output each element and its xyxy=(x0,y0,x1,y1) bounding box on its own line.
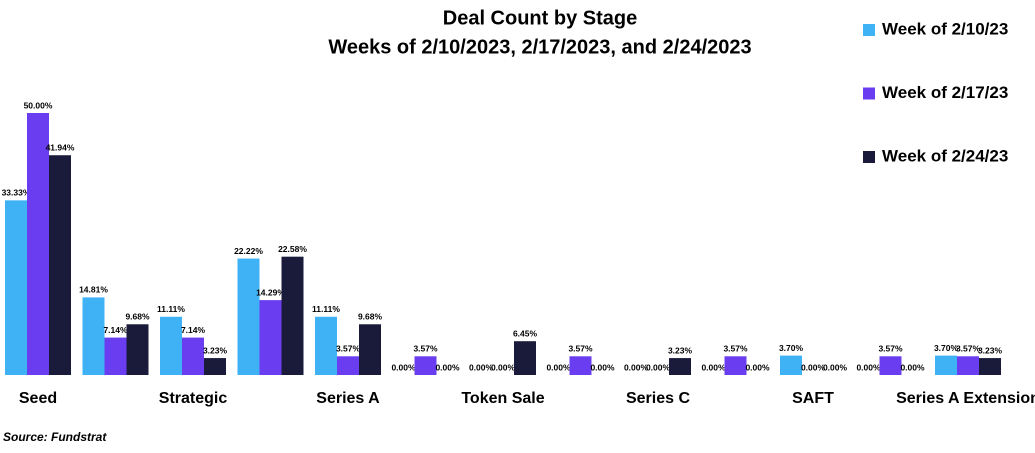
data-label: 0.00% xyxy=(391,362,416,372)
legend-label: Week of 2/10/23 xyxy=(882,19,1008,38)
source-note: Source: Fundstrat xyxy=(3,430,107,444)
data-label: 11.11% xyxy=(157,304,185,314)
bar xyxy=(281,256,304,375)
data-label: 0.00% xyxy=(745,362,770,372)
bar xyxy=(514,341,536,375)
bar xyxy=(49,155,71,375)
data-label: 3.23% xyxy=(203,345,228,355)
data-label: 14.29% xyxy=(256,287,285,297)
bar xyxy=(957,356,979,375)
x-tick-label: SAFT xyxy=(792,390,834,407)
legend-swatch xyxy=(863,24,875,36)
bar xyxy=(126,324,149,375)
data-label: 9.68% xyxy=(125,312,150,322)
bar xyxy=(979,358,1001,375)
bar xyxy=(359,324,381,375)
data-label: 3.70% xyxy=(934,343,959,353)
bar xyxy=(879,356,902,375)
data-label: 22.22% xyxy=(234,246,263,256)
x-tick-label: Series A xyxy=(316,390,380,407)
bar xyxy=(414,356,437,375)
legend-label: Week of 2/17/23 xyxy=(882,83,1008,102)
bar xyxy=(27,113,49,375)
data-label: 6.45% xyxy=(513,328,538,338)
data-label: 0.00% xyxy=(624,362,649,372)
data-label: 0.00% xyxy=(900,362,925,372)
bar xyxy=(935,355,957,375)
data-label: 22.58% xyxy=(278,244,307,254)
bar xyxy=(569,356,592,375)
data-label: 0.00% xyxy=(646,362,671,372)
data-label: 3.23% xyxy=(668,345,693,355)
x-tick-label: Strategic xyxy=(159,390,228,407)
x-tick-label: Token Sale xyxy=(461,390,544,407)
legend-swatch xyxy=(863,87,875,100)
data-label: 50.00% xyxy=(24,100,53,110)
data-label: 3.70% xyxy=(779,343,804,353)
data-label: 3.23% xyxy=(978,345,1003,355)
data-label: 0.00% xyxy=(469,362,494,372)
data-label: 0.00% xyxy=(801,362,826,372)
bar xyxy=(237,258,260,375)
data-label: 0.00% xyxy=(491,362,516,372)
data-label: 0.00% xyxy=(823,362,848,372)
x-tick-label: Series A Extension xyxy=(896,390,1035,407)
legend-swatch xyxy=(863,151,875,163)
data-label: 3.57% xyxy=(336,344,361,354)
data-label: 0.00% xyxy=(435,362,460,372)
bar xyxy=(5,200,27,375)
data-label: 11.11% xyxy=(312,304,340,314)
bar xyxy=(182,337,204,375)
data-label: 41.94% xyxy=(46,142,75,152)
data-label: 7.14% xyxy=(103,325,128,335)
data-label: 0.00% xyxy=(546,362,571,372)
bar xyxy=(780,355,802,375)
x-tick-label: Series C xyxy=(626,390,690,407)
legend-label: Week of 2/24/23 xyxy=(882,146,1008,165)
chart-title: Deal Count by Stage xyxy=(443,7,637,29)
bar xyxy=(82,297,105,375)
data-label: 0.00% xyxy=(701,362,726,372)
bar xyxy=(259,300,282,375)
data-label: 33.33% xyxy=(2,188,31,198)
bar xyxy=(104,337,127,375)
data-label: 14.81% xyxy=(79,285,108,295)
bar xyxy=(669,358,691,375)
data-label: 3.57% xyxy=(568,344,593,354)
chart-subtitle: Weeks of 2/10/2023, 2/17/2023, and 2/24/… xyxy=(328,36,751,58)
data-label: 3.57% xyxy=(723,344,748,354)
bar xyxy=(337,356,359,375)
data-label: 3.57% xyxy=(413,344,438,354)
data-label: 3.57% xyxy=(878,344,903,354)
data-label: 0.00% xyxy=(590,362,615,372)
data-label: 3.57% xyxy=(956,344,981,354)
bar xyxy=(160,316,182,375)
bar xyxy=(724,356,747,375)
data-label: 0.00% xyxy=(856,362,881,372)
data-label: 9.68% xyxy=(358,312,383,322)
x-tick-label: Seed xyxy=(19,390,57,407)
bar xyxy=(204,358,226,375)
data-label: 7.14% xyxy=(181,325,206,335)
bar xyxy=(315,316,337,375)
